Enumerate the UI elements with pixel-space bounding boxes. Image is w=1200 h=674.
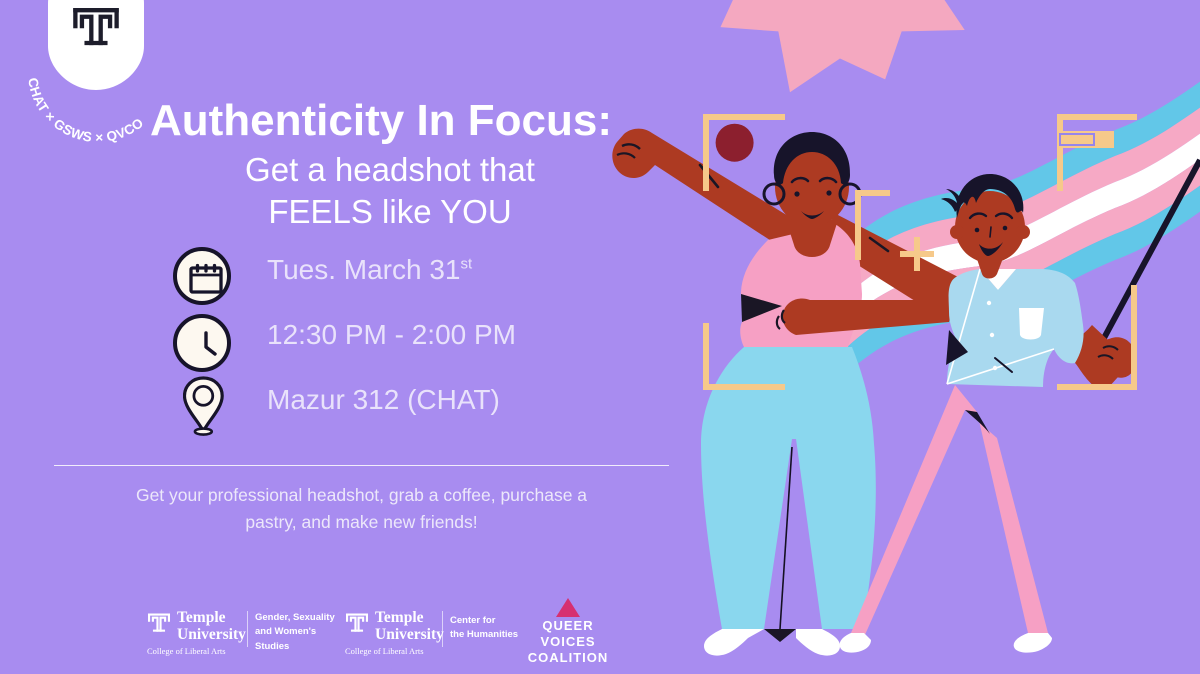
svg-text:CHAT × GSWS × QVCO: CHAT × GSWS × QVCO (25, 77, 146, 145)
